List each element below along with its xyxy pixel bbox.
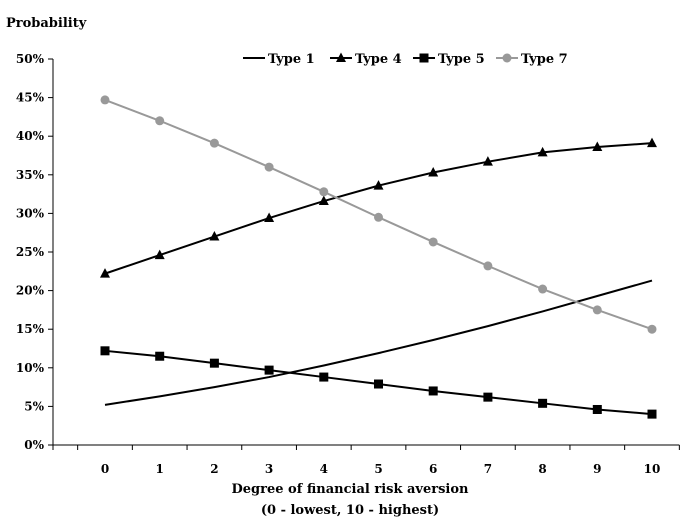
data-point-type-4 [428, 166, 439, 177]
x-tick-label: 3 [265, 462, 273, 476]
y-tick-label: 35% [16, 168, 45, 182]
x-tick-label: 10 [644, 462, 661, 476]
data-point-type-5 [428, 386, 438, 396]
y-tick-label: 10% [16, 361, 45, 375]
axes: 0% 5% 10% 15% 20% 25% 30% 35% 40% 45% 50% 0 1 2 3 4 5 6 7 8… [16, 52, 680, 476]
legend-marker [502, 53, 512, 63]
data-point-type-4 [537, 146, 548, 157]
series-line-type-1 [104, 279, 653, 406]
legend-label: Type 5 [438, 52, 485, 67]
x-tick-label: 6 [429, 462, 437, 476]
y-tick-label: 45% [16, 91, 45, 105]
x-tick-label: 7 [484, 462, 492, 476]
y-tick-label: 20% [16, 284, 45, 298]
legend: Type 1 Type 4 Type 5 Type 7 [243, 52, 568, 67]
legend-marker [419, 53, 429, 63]
series-type-7 [100, 95, 657, 334]
x-tick-label: 4 [320, 462, 328, 476]
data-point-type-7 [483, 261, 493, 271]
x-axis-subtitle: (0 - lowest, 10 - highest) [261, 503, 439, 518]
data-point-type-7 [100, 95, 110, 105]
legend-item-type-4: Type 4 [330, 52, 402, 67]
data-point-type-4 [100, 268, 110, 278]
data-point-type-4 [264, 212, 275, 223]
series-type-4 [100, 137, 657, 278]
data-point-type-4 [318, 195, 329, 206]
data-point-type-4 [647, 137, 657, 148]
data-point-type-7 [209, 138, 219, 148]
x-tick-label: 1 [156, 462, 164, 476]
data-point-type-7 [428, 237, 438, 247]
data-point-type-7 [319, 187, 329, 197]
legend-item-type-5: Type 5 [413, 52, 485, 67]
data-point-type-4 [209, 231, 220, 241]
data-point-type-5 [209, 358, 219, 368]
data-point-type-7 [155, 116, 165, 126]
legend-item-type-1: Type 1 [243, 52, 315, 67]
y-tick-label: 5% [24, 399, 44, 413]
data-point-type-5 [538, 398, 548, 408]
data-point-type-5 [647, 409, 657, 419]
data-point-type-4 [373, 180, 384, 190]
legend-label: Type 1 [268, 52, 315, 67]
data-point-type-4 [482, 156, 493, 166]
y-tick-label: 0% [24, 438, 44, 452]
data-point-type-4 [154, 249, 165, 260]
y-tick-label: 30% [16, 206, 45, 220]
series-type-5 [100, 346, 657, 419]
data-point-type-5 [155, 351, 165, 361]
data-point-type-7 [264, 162, 274, 172]
data-point-type-7 [647, 324, 657, 334]
series-line-type-4 [104, 142, 653, 275]
legend-marker [336, 52, 346, 62]
data-point-type-7 [592, 305, 602, 315]
data-point-type-7 [374, 212, 383, 222]
x-tick-label: 5 [374, 462, 382, 476]
x-tick-label: 2 [210, 462, 218, 476]
data-point-type-5 [374, 379, 383, 389]
x-axis-title: Degree of financial risk aversion [232, 482, 470, 497]
data-point-type-5 [100, 346, 110, 356]
data-point-type-5 [264, 365, 274, 375]
data-point-type-5 [592, 404, 602, 414]
y-tick-label: 15% [16, 322, 45, 336]
legend-label: Type 4 [355, 52, 402, 67]
data-point-type-7 [538, 284, 548, 294]
x-tick-label: 9 [593, 462, 601, 476]
y-tick-label: 50% [16, 52, 45, 66]
data-point-type-4 [592, 141, 603, 152]
y-tick-label: 25% [16, 245, 45, 259]
series-type-1 [104, 279, 653, 406]
plot-area [100, 95, 657, 419]
legend-label: Type 7 [521, 52, 568, 67]
y-axis-title: Probability [6, 16, 87, 31]
legend-item-type-7: Type 7 [496, 52, 568, 67]
data-point-type-5 [483, 392, 493, 402]
x-tick-label: 0 [101, 462, 109, 476]
y-tick-label: 40% [16, 129, 45, 143]
x-tick-label: 8 [538, 462, 546, 476]
data-point-type-5 [319, 372, 329, 382]
